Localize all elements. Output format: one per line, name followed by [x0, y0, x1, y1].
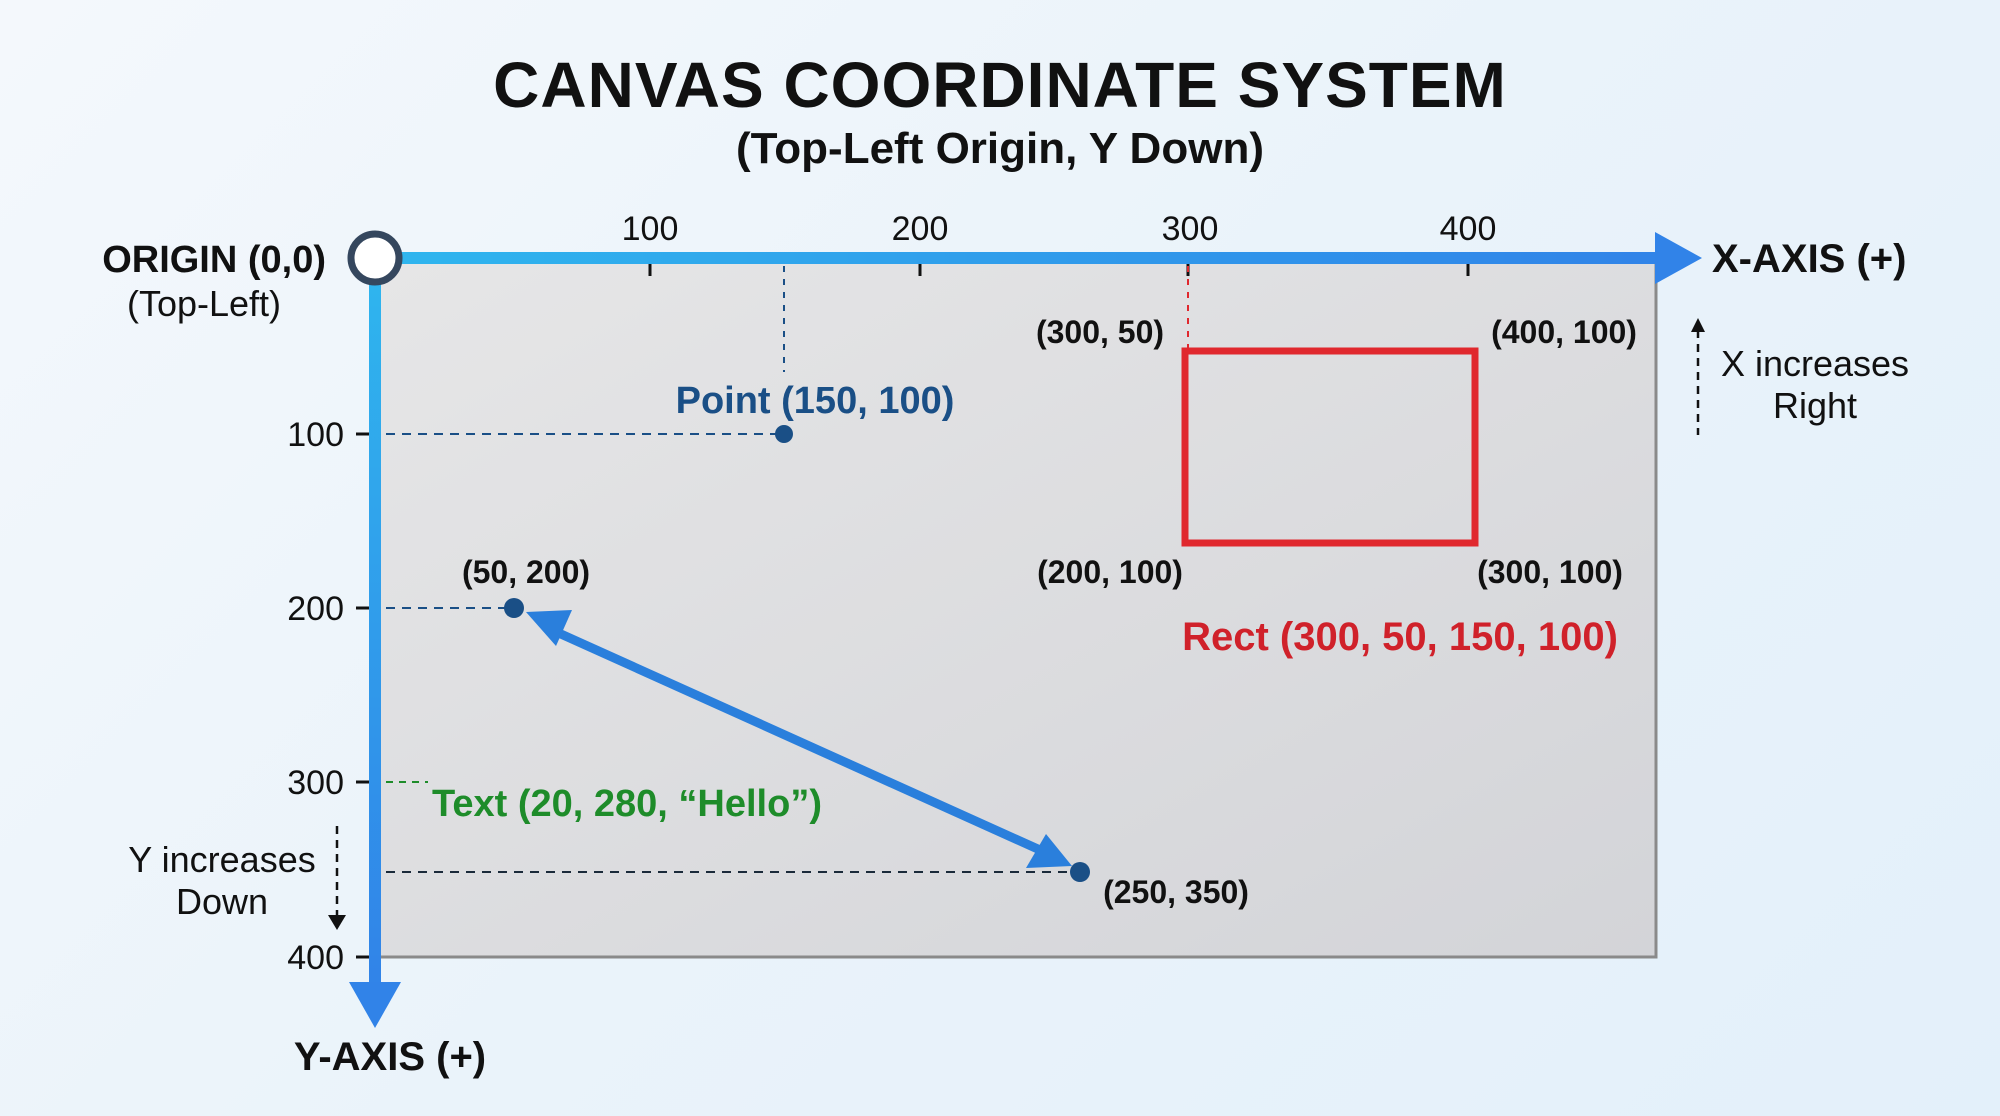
point-label: Point (150, 100)	[676, 380, 955, 422]
x-axis	[375, 232, 1702, 284]
y-axis-label: Y-AXIS (+)	[294, 1035, 486, 1079]
y-tick-label: 200	[287, 590, 344, 628]
rect-bottom-right-label: (300, 100)	[1477, 554, 1623, 590]
rect-label: Rect (300, 50, 150, 100)	[1182, 615, 1618, 659]
y-ticks	[356, 432, 369, 959]
line-end-arrow-icon	[1026, 834, 1072, 868]
arrow-down-icon	[328, 915, 346, 930]
canvas-area	[376, 256, 1658, 959]
text-element: Text (20, 280, “Hello”)	[386, 781, 822, 825]
y-tick-label: 400	[287, 939, 344, 977]
origin-sublabel: (Top-Left)	[127, 283, 281, 324]
arrow-up-icon	[1691, 318, 1705, 332]
line-end-label: (250, 350)	[1103, 874, 1249, 910]
rect-element: (300, 50) (400, 100) (200, 100) (300, 10…	[1036, 266, 1637, 659]
origin-marker	[347, 230, 403, 286]
x-tick-label: 200	[892, 210, 949, 248]
line-start-marker	[504, 598, 524, 618]
diagram-title: CANVAS COORDINATE SYSTEM	[493, 49, 1507, 121]
x-tick-label: 300	[1162, 210, 1219, 248]
text-label: Text (20, 280, “Hello”)	[432, 783, 822, 825]
line-end-marker	[1070, 862, 1090, 882]
point-marker	[775, 425, 793, 443]
origin-label: ORIGIN (0,0)	[102, 239, 326, 281]
rect-top-right-label: (400, 100)	[1491, 314, 1637, 350]
y-direction-note: Y increases Down	[128, 826, 346, 930]
rect-bottom-left-label: (200, 100)	[1037, 554, 1183, 590]
line-element: (50, 200) (250, 350)	[386, 554, 1249, 910]
svg-text:X increases: X increases	[1721, 343, 1909, 384]
x-axis-arrow-icon	[1655, 232, 1702, 284]
svg-text:Y increases: Y increases	[128, 839, 315, 880]
line-start-arrow-icon	[526, 610, 572, 646]
x-direction-note: X increases Right	[1691, 318, 1909, 435]
rect-shape	[1181, 347, 1479, 547]
y-axis-arrow-icon	[349, 982, 401, 1028]
line-start-label: (50, 200)	[462, 554, 590, 590]
y-axis	[349, 258, 401, 1028]
rect-top-left-label: (300, 50)	[1036, 314, 1164, 350]
svg-text:Down: Down	[176, 881, 268, 922]
x-tick-label: 400	[1440, 210, 1497, 248]
y-tick-label: 300	[287, 764, 344, 802]
y-tick-label: 100	[287, 416, 344, 454]
x-axis-label: X-AXIS (+)	[1712, 237, 1906, 281]
point-element: Point (150, 100)	[386, 266, 954, 443]
svg-text:Right: Right	[1773, 385, 1857, 426]
diagram-subtitle: (Top-Left Origin, Y Down)	[736, 124, 1264, 173]
x-tick-label: 100	[622, 210, 679, 248]
